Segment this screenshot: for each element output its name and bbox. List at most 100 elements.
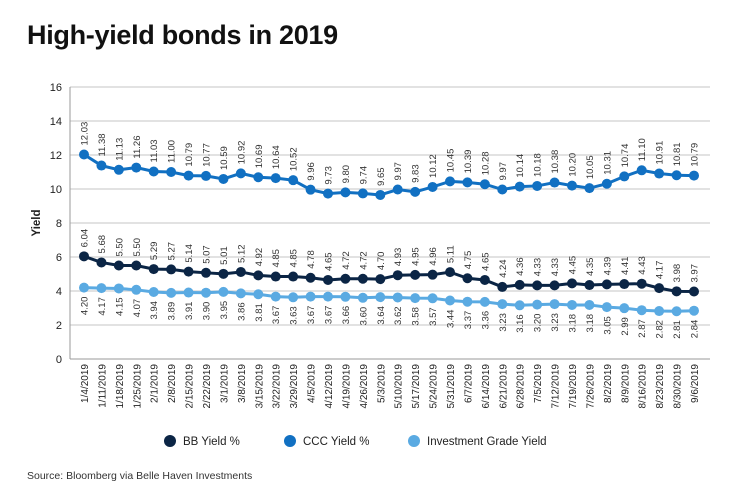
x-tick-label: 5/3/2019 <box>376 364 387 403</box>
data-point <box>288 175 299 186</box>
legend-marker <box>164 435 176 447</box>
y-tick-label: 2 <box>56 320 62 332</box>
data-label: 4.96 <box>428 247 439 266</box>
x-tick-label: 1/4/2019 <box>80 364 91 403</box>
data-point <box>201 267 211 278</box>
data-point <box>357 292 368 303</box>
data-point <box>601 178 612 189</box>
data-point <box>445 267 455 278</box>
x-tick-label: 2/15/2019 <box>185 364 196 409</box>
data-point <box>427 269 438 280</box>
data-label: 3.64 <box>376 306 387 325</box>
data-point <box>567 278 577 289</box>
data-label: 2.81 <box>672 320 683 339</box>
data-label: 4.85 <box>271 249 282 268</box>
source-note: Source: Bloomberg via Belle Haven Invest… <box>27 470 253 482</box>
data-point <box>166 287 177 298</box>
data-label: 9.73 <box>324 166 335 185</box>
data-point <box>462 177 473 188</box>
data-label: 4.45 <box>568 256 579 275</box>
data-point <box>689 305 699 316</box>
data-label: 5.11 <box>446 245 457 263</box>
legend-label: Investment Grade Yield <box>427 436 547 448</box>
data-point <box>514 181 525 192</box>
data-point <box>619 279 630 290</box>
x-tick-label: 8/2/2019 <box>603 364 614 403</box>
data-point <box>113 283 124 294</box>
data-point <box>654 283 665 294</box>
y-tick-label: 12 <box>50 150 62 162</box>
data-point <box>532 299 543 310</box>
data-label: 5.12 <box>236 244 247 263</box>
data-point <box>584 183 595 194</box>
data-label: 4.39 <box>602 257 613 276</box>
data-point <box>427 181 438 192</box>
data-label: 5.01 <box>219 246 230 265</box>
data-label: 10.14 <box>515 154 526 178</box>
data-point <box>183 287 194 298</box>
data-label: 3.67 <box>271 306 282 325</box>
data-point <box>462 273 473 284</box>
data-point <box>270 291 281 302</box>
data-point <box>148 264 159 275</box>
data-label: 10.79 <box>690 143 701 167</box>
data-point <box>671 286 682 297</box>
data-point <box>619 171 630 182</box>
data-label: 4.41 <box>620 257 631 276</box>
data-label: 4.17 <box>655 261 666 280</box>
data-label: 3.36 <box>480 311 491 330</box>
data-point <box>148 287 159 298</box>
data-label: 3.90 <box>202 302 213 321</box>
data-point <box>567 299 577 310</box>
data-label: 10.92 <box>236 141 247 165</box>
data-label: 3.20 <box>533 314 544 333</box>
x-tick-label: 1/18/2019 <box>115 364 126 409</box>
data-label: 3.23 <box>550 313 561 332</box>
x-tick-label: 8/9/2019 <box>620 364 631 403</box>
data-label: 10.81 <box>672 142 683 166</box>
data-label: 3.97 <box>690 264 701 283</box>
data-label: 11.00 <box>167 140 178 163</box>
x-tick-label: 9/6/2019 <box>690 364 701 403</box>
x-tick-label: 7/19/2019 <box>568 364 579 409</box>
data-label: 4.65 <box>480 252 491 271</box>
data-label: 10.64 <box>271 145 282 169</box>
data-point <box>96 283 107 294</box>
x-tick-label: 4/19/2019 <box>341 364 352 409</box>
data-point <box>340 187 351 198</box>
x-tick-label: 3/29/2019 <box>289 364 300 409</box>
data-point <box>549 299 560 310</box>
data-label: 10.79 <box>184 143 195 167</box>
data-label: 3.81 <box>254 303 265 322</box>
data-point <box>410 186 421 197</box>
data-point <box>549 280 560 291</box>
data-label: 9.74 <box>358 166 369 185</box>
data-label: 3.67 <box>306 306 317 325</box>
data-label: 10.12 <box>428 154 439 178</box>
data-point <box>392 184 403 195</box>
data-label: 9.80 <box>341 165 352 184</box>
data-point <box>601 279 612 290</box>
data-label: 3.62 <box>393 306 404 325</box>
data-point <box>96 257 107 268</box>
data-label: 3.66 <box>341 306 352 325</box>
data-point <box>131 284 142 295</box>
data-point <box>340 273 351 284</box>
data-label: 11.26 <box>132 136 143 159</box>
y-tick-label: 0 <box>56 354 62 366</box>
x-tick-label: 4/26/2019 <box>359 364 370 409</box>
data-point <box>113 260 124 271</box>
data-label: 2.99 <box>620 317 631 336</box>
data-point <box>392 292 403 303</box>
data-label: 4.17 <box>97 297 108 316</box>
data-point <box>689 286 699 297</box>
data-point <box>654 168 665 179</box>
data-point <box>218 173 229 184</box>
y-axis-label: Yield <box>31 209 43 236</box>
x-tick-label: 8/16/2019 <box>638 364 649 409</box>
data-point <box>79 282 89 293</box>
data-point <box>340 291 351 302</box>
data-label: 4.85 <box>289 249 300 268</box>
data-label: 2.84 <box>690 320 701 339</box>
data-label: 9.97 <box>393 162 404 181</box>
